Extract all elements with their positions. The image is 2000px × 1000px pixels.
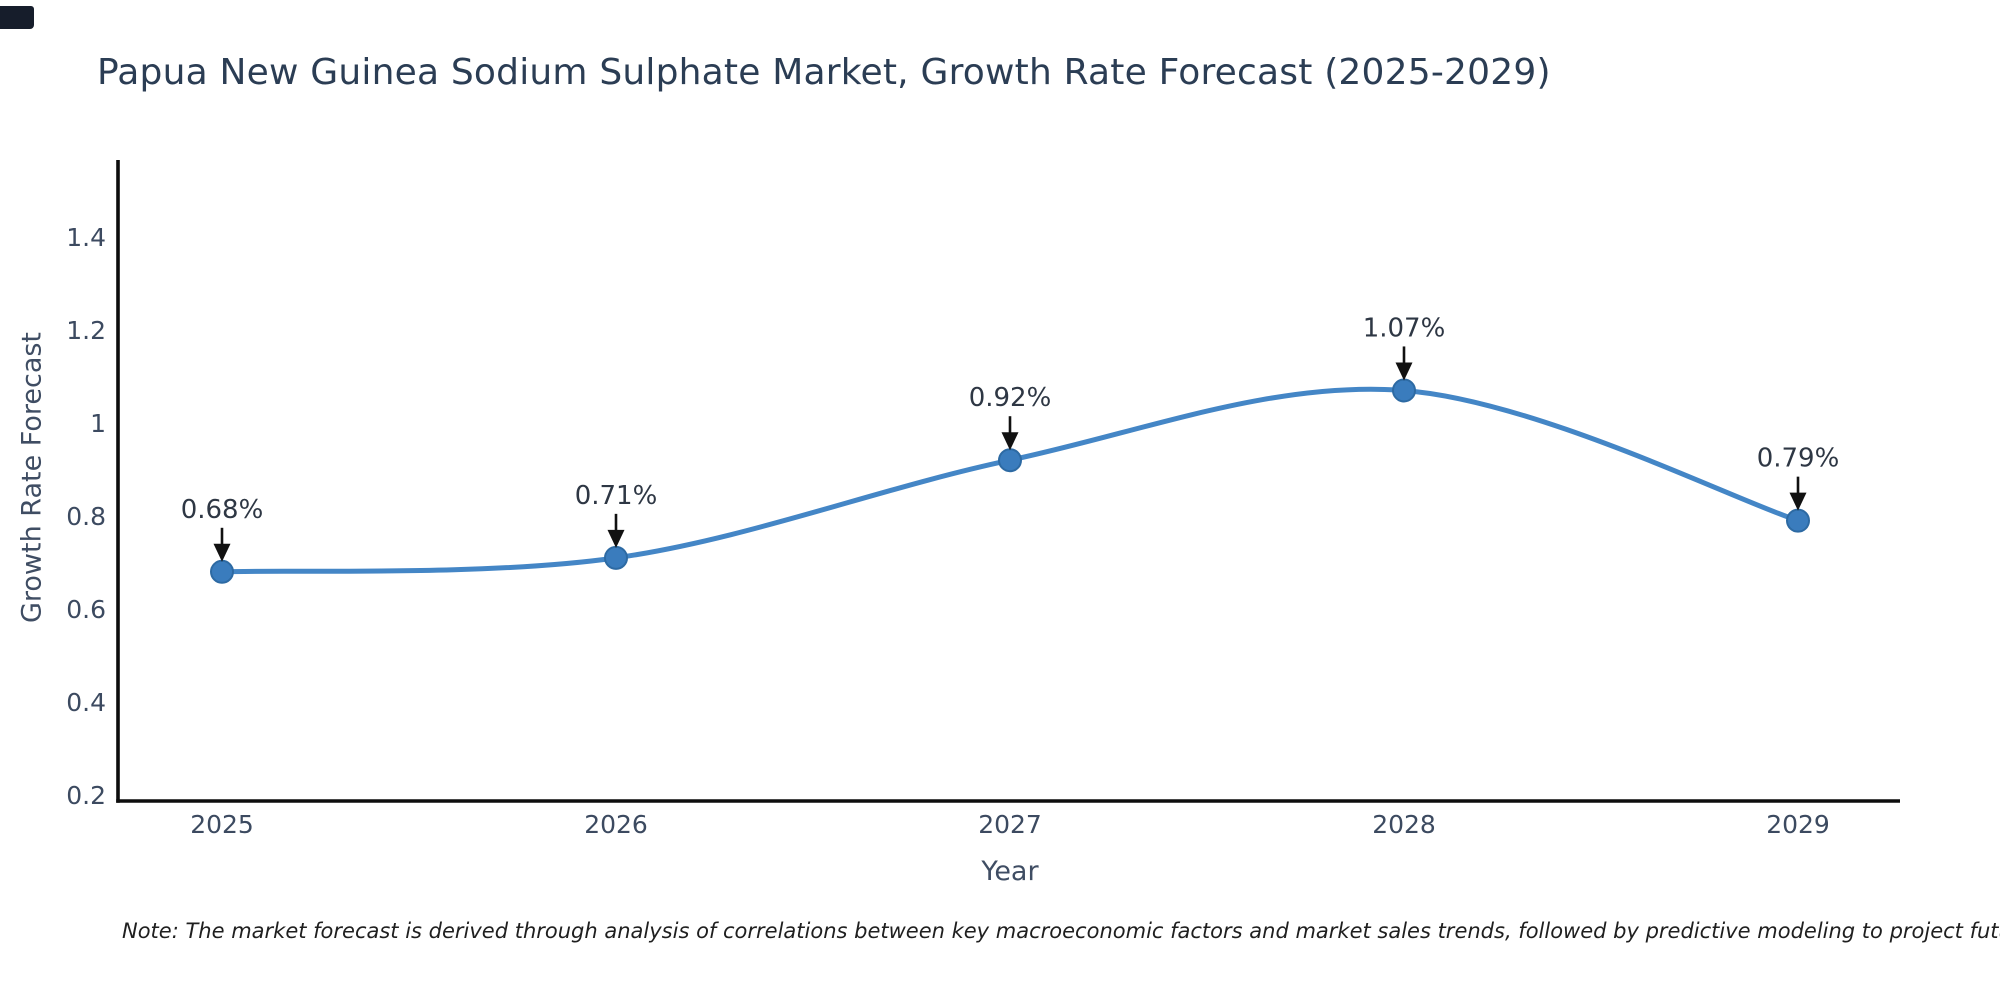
chart-title: Papua New Guinea Sodium Sulphate Market,… bbox=[97, 52, 1551, 93]
annotation-arrow-head bbox=[213, 543, 231, 562]
x-tick-label: 2025 bbox=[190, 810, 254, 839]
y-tick-label: 0.4 bbox=[66, 688, 106, 717]
y-tick-label: 1.4 bbox=[66, 223, 106, 252]
data-point-marker bbox=[1392, 378, 1416, 403]
annotation-label: 0.79% bbox=[1757, 444, 1840, 474]
data-point-marker bbox=[210, 559, 234, 584]
annotation-arrow-head bbox=[607, 529, 625, 548]
x-tick-label: 2026 bbox=[584, 810, 648, 839]
y-tick-label: 1.2 bbox=[66, 316, 106, 345]
annotation-label: 0.92% bbox=[969, 383, 1052, 413]
data-point-marker bbox=[1786, 508, 1810, 533]
annotation-label: 0.68% bbox=[181, 495, 264, 525]
series-group bbox=[210, 378, 1810, 584]
x-tick-label: 2027 bbox=[978, 810, 1042, 839]
annotation-arrow-head bbox=[1395, 362, 1413, 381]
x-tick-label: 2029 bbox=[1766, 810, 1830, 839]
annotation-arrow-head bbox=[1001, 432, 1019, 451]
annotation-arrow-head bbox=[1789, 492, 1807, 511]
annotations-group: 0.68% 0.71% 0.92% 1.07% 0.79% bbox=[181, 313, 1840, 562]
footnote: Note: The market forecast is derived thr… bbox=[122, 919, 2000, 943]
annotation-label: 0.71% bbox=[575, 481, 658, 511]
y-tick-label: 0.6 bbox=[66, 595, 106, 624]
annotation-label: 1.07% bbox=[1363, 313, 1446, 343]
corner-artifact bbox=[0, 6, 34, 29]
y-tick-label: 1 bbox=[90, 409, 106, 438]
data-point-marker bbox=[604, 545, 628, 570]
y-tick-label: 0.2 bbox=[66, 781, 106, 810]
x-tick-label: 2028 bbox=[1372, 810, 1436, 839]
x-tick-labels: 2025 2026 2027 2028 2029 bbox=[190, 810, 1830, 839]
data-point-marker bbox=[998, 448, 1022, 473]
x-axis-title: Year bbox=[981, 856, 1039, 887]
y-tick-labels: 0.2 0.4 0.6 0.8 1 1.2 1.4 bbox=[66, 223, 106, 810]
y-tick-label: 0.8 bbox=[66, 502, 106, 531]
